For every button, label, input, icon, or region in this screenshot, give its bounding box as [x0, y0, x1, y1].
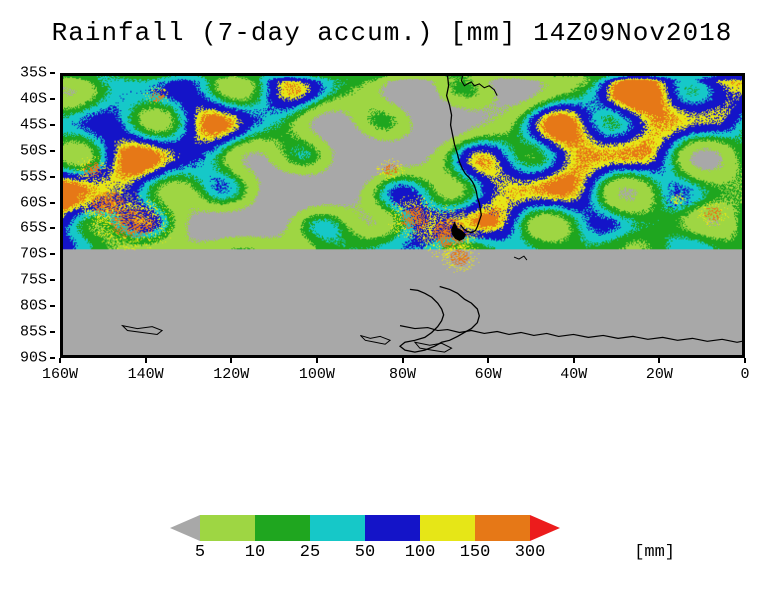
y-axis-tick-40S: [50, 98, 55, 100]
x-axis-label-0: 0: [740, 366, 749, 383]
legend-swatch-gray-triangle: [170, 515, 200, 541]
x-axis-label-80W: 80W: [389, 366, 416, 383]
x-axis-tick-160W: [59, 358, 61, 363]
y-axis-label-40S: 40S: [20, 90, 47, 107]
x-axis-tick-140W: [145, 358, 147, 363]
y-axis-tick-35S: [50, 72, 55, 74]
x-axis-label-160W: 160W: [42, 366, 78, 383]
legend-tick-100: 100: [405, 543, 436, 562]
legend-swatch-cyan: [310, 515, 365, 541]
y-axis-label-60S: 60S: [20, 194, 47, 211]
x-axis-tick-40W: [573, 358, 575, 363]
y-axis-label-50S: 50S: [20, 142, 47, 159]
plot-area: [60, 73, 745, 358]
y-axis-label-75S: 75S: [20, 272, 47, 289]
y-axis-label-90S: 90S: [20, 350, 47, 367]
y-axis-tick-80S: [50, 305, 55, 307]
y-axis-label-35S: 35S: [20, 65, 47, 82]
y-axis-tick-60S: [50, 202, 55, 204]
y-axis-tick-65S: [50, 227, 55, 229]
legend-swatch-blue: [365, 515, 420, 541]
y-axis-label-85S: 85S: [20, 324, 47, 341]
legend-tick-5: 5: [195, 543, 205, 562]
x-axis-tick-100W: [316, 358, 318, 363]
x-axis-label-20W: 20W: [646, 366, 673, 383]
x-axis-tick-120W: [230, 358, 232, 363]
legend-unit-label: [mm]: [634, 543, 675, 562]
legend-swatch-red-triangle: [530, 515, 560, 541]
legend-labels: 5 10 25 50 100 150 300 [mm]: [170, 541, 620, 571]
x-axis-label-40W: 40W: [560, 366, 587, 383]
x-axis-label-140W: 140W: [128, 366, 164, 383]
legend-tick-25: 25: [300, 543, 320, 562]
y-axis-label-65S: 65S: [20, 220, 47, 237]
y-axis-label-55S: 55S: [20, 168, 47, 185]
root-page: Rainfall (7-day accum.) [mm] 14Z09Nov201…: [0, 0, 784, 612]
legend-bar: [170, 515, 620, 541]
legend-tick-300: 300: [515, 543, 546, 562]
chart-title: Rainfall (7-day accum.) [mm] 14Z09Nov201…: [0, 18, 784, 48]
y-axis-tick-75S: [50, 279, 55, 281]
color-legend: 5 10 25 50 100 150 300 [mm]: [170, 515, 620, 585]
x-axis-label-120W: 120W: [213, 366, 249, 383]
x-axis-tick-60W: [487, 358, 489, 363]
legend-swatch-light-green: [200, 515, 255, 541]
y-axis-tick-85S: [50, 331, 55, 333]
x-axis-labels: 160W 140W 120W 100W 80W 60W 40W 20W 0: [60, 358, 745, 388]
y-axis-tick-70S: [50, 253, 55, 255]
legend-swatch-green: [255, 515, 310, 541]
legend-tick-10: 10: [245, 543, 265, 562]
y-axis-tick-55S: [50, 176, 55, 178]
x-axis-tick-0: [744, 358, 746, 363]
legend-swatch-orange: [475, 515, 530, 541]
legend-tick-150: 150: [460, 543, 491, 562]
y-axis-tick-45S: [50, 124, 55, 126]
rainfall-raster: [63, 76, 742, 355]
legend-tick-50: 50: [355, 543, 375, 562]
x-axis-tick-80W: [402, 358, 404, 363]
x-axis-label-60W: 60W: [475, 366, 502, 383]
legend-swatch-yellow: [420, 515, 475, 541]
y-axis-tick-90S: [50, 357, 55, 359]
y-axis-label-70S: 70S: [20, 246, 47, 263]
x-axis-tick-20W: [658, 358, 660, 363]
y-axis-label-80S: 80S: [20, 298, 47, 315]
y-axis-labels: 35S 40S 45S 50S 55S 60S 65S 70S 75S 80S 85S 90S: [0, 73, 55, 358]
y-axis-tick-50S: [50, 150, 55, 152]
y-axis-label-45S: 45S: [20, 116, 47, 133]
x-axis-label-100W: 100W: [299, 366, 335, 383]
